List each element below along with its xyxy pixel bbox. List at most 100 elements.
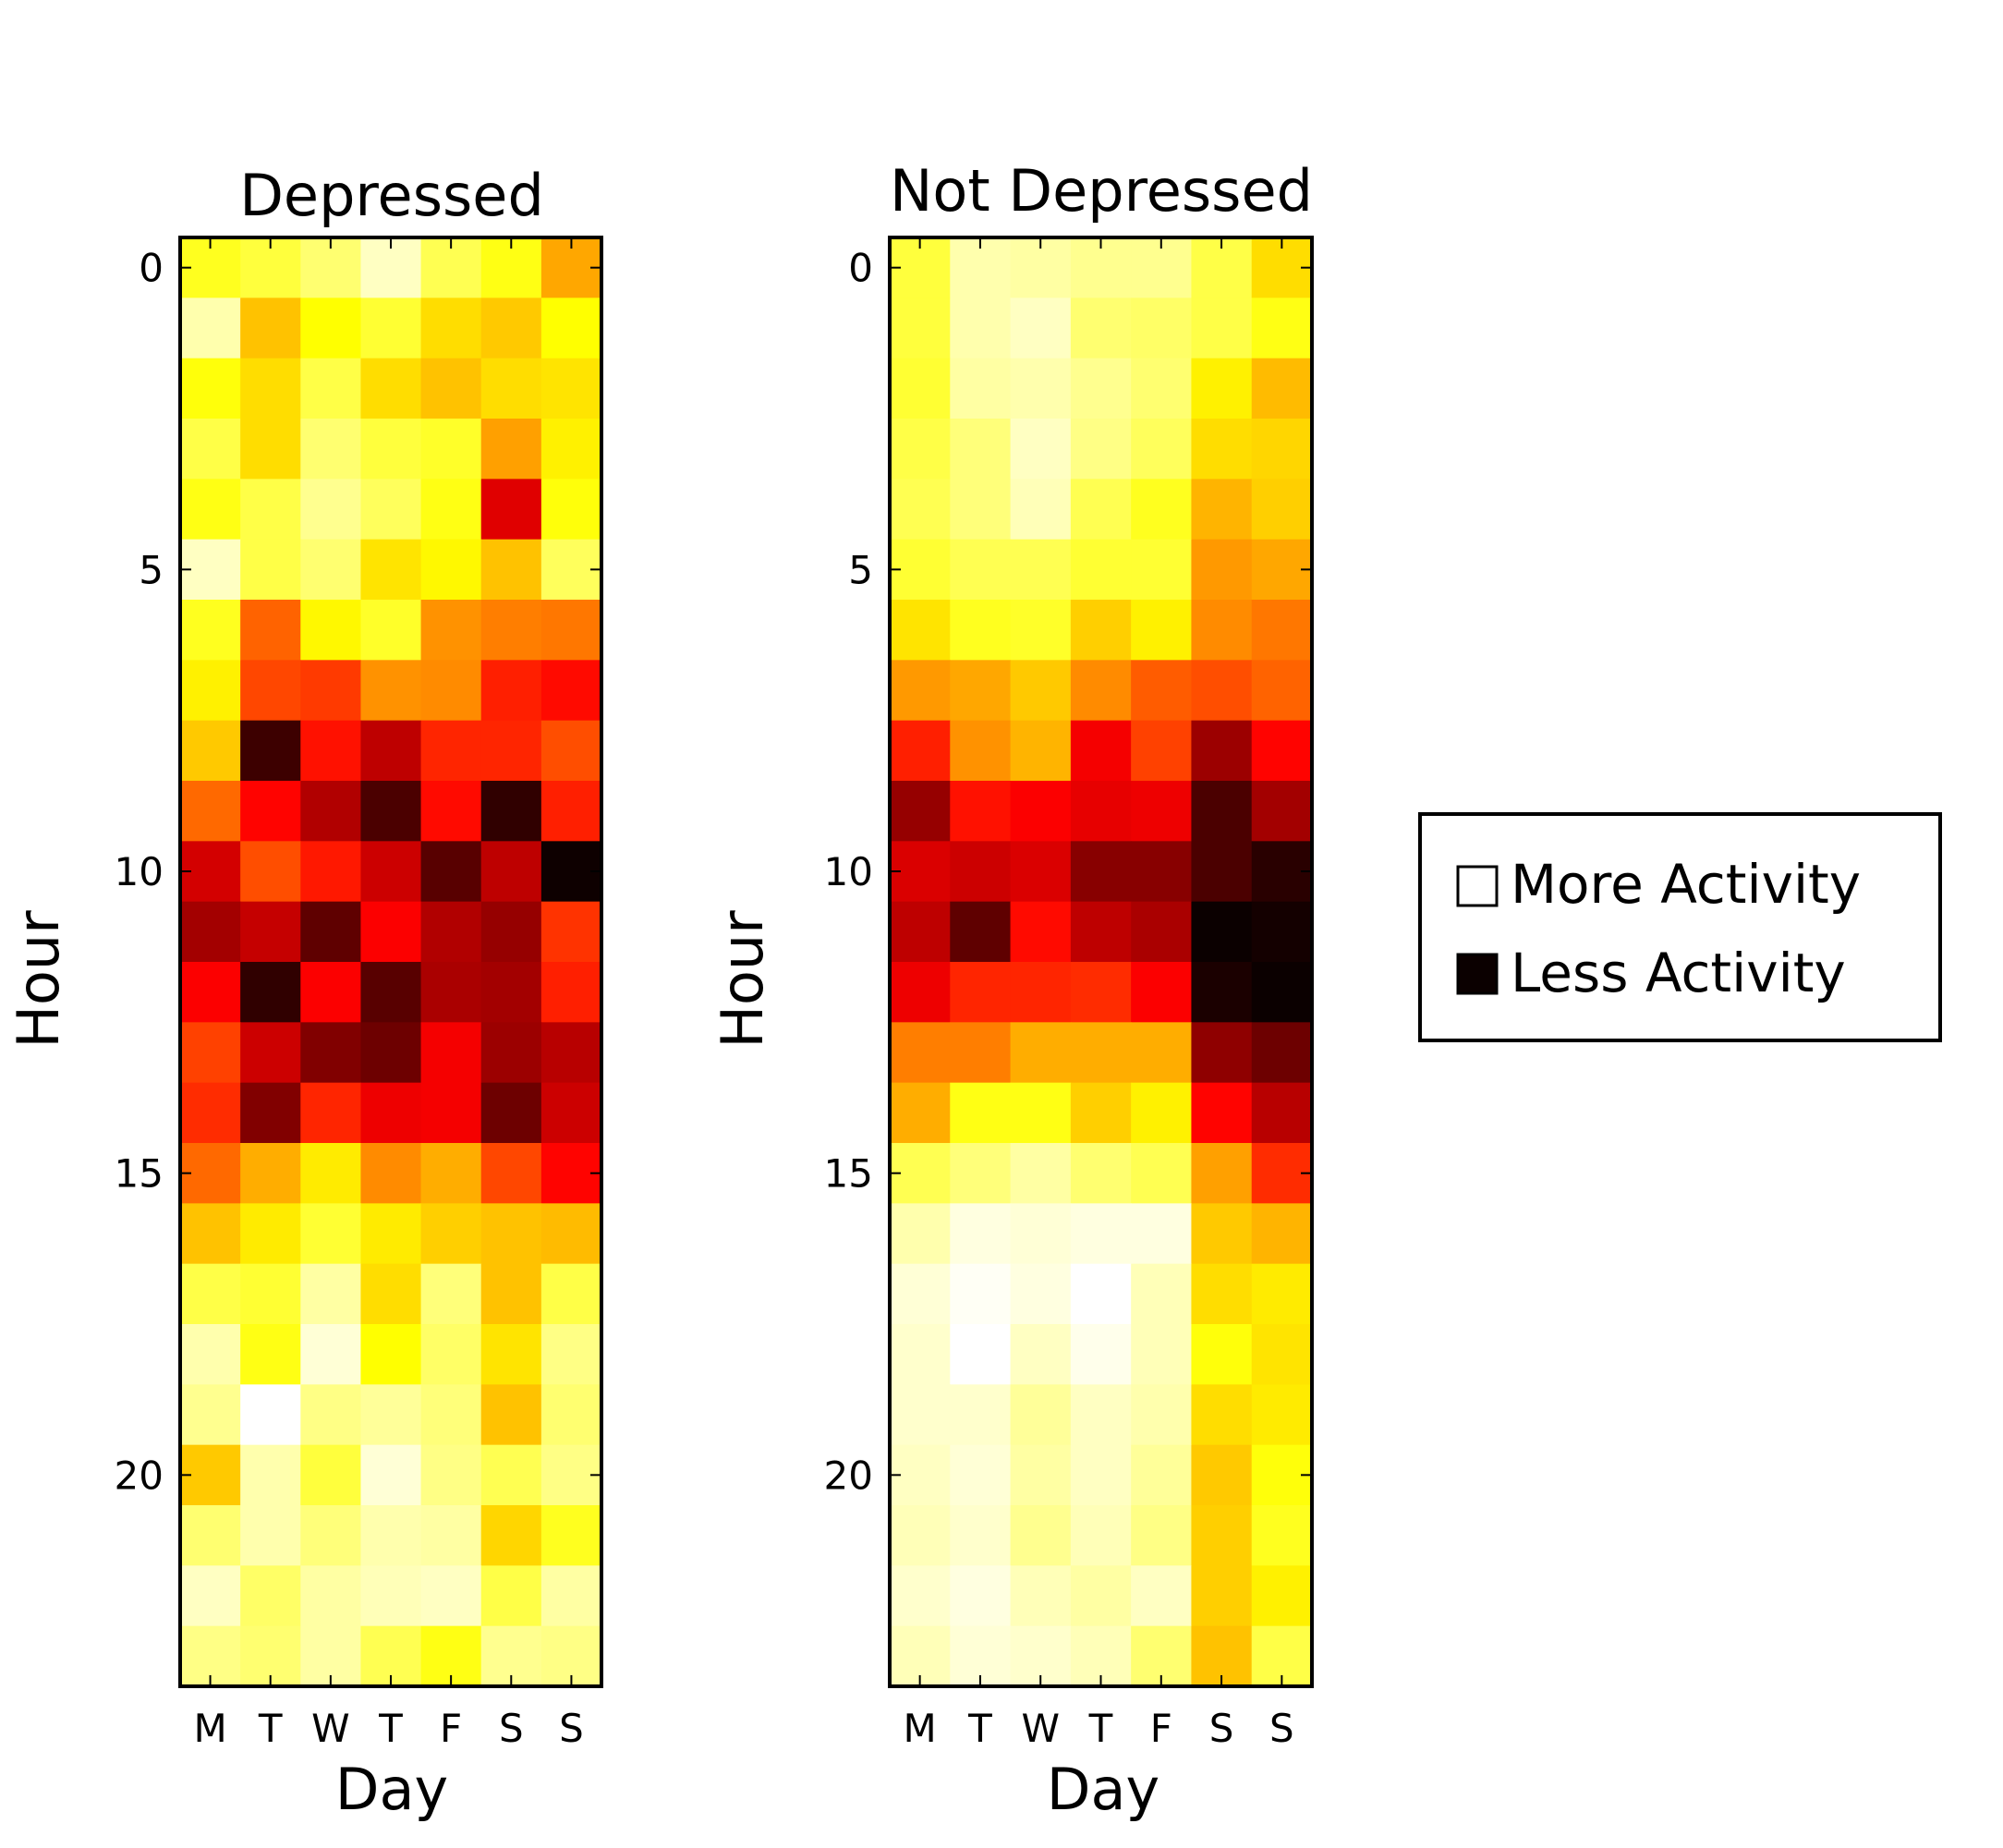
heatmap-cell [1070,1444,1132,1506]
heatmap-cell [300,1203,362,1265]
heatmap-cell [300,781,362,842]
heatmap-cell [480,419,542,480]
heatmap-cell [1191,1082,1253,1144]
heatmap-cell [420,901,482,963]
heatmap-cell [1131,841,1193,903]
y-tick-label: 5 [848,547,873,592]
heatmap-cell [240,479,301,541]
y-tick-label: 0 [139,246,164,291]
heatmap-cell [890,1505,951,1566]
heatmap-cell [950,358,1012,419]
heatmap-cell [360,600,422,661]
heatmap-cell [1191,1565,1253,1627]
heatmap-cell [240,1384,301,1446]
heatmap-cell [1131,358,1193,419]
x-tick-label: T [967,1706,992,1751]
heatmap-cell [420,600,482,661]
heatmap-cells [180,237,602,1687]
heatmap-cell [1131,1505,1193,1566]
axis-ticks [890,237,1312,1686]
heatmap-cell [950,901,1012,963]
heatmap-cell [1070,298,1132,359]
heatmap-cell [1251,901,1313,963]
heatmap-cell [1251,1565,1313,1627]
heatmap-cell [420,358,482,419]
heatmap-cell [360,781,422,842]
heatmap-cell [240,539,301,601]
heatmap-cell [1070,600,1132,661]
heatmap-cell [1251,479,1313,541]
heatmap-cell [420,1565,482,1627]
heatmap-cell [480,1082,542,1144]
legend-label-more-activity: More Activity [1511,853,1861,916]
heatmap-cell [240,660,301,722]
heatmap-cell [360,1505,422,1566]
heatmap-cell [300,419,362,480]
heatmap-cell [360,1444,422,1506]
heatmap-cell [1010,1022,1072,1084]
heatmap-cell [950,1203,1012,1265]
y-tick-labels: 0 5 10 15 20 [115,246,164,1499]
heatmap-cell [1070,781,1132,842]
heatmap-cell [480,1384,542,1446]
heatmap-cell [1191,600,1253,661]
heatmap-cell [480,720,542,782]
heatmap-cell [540,660,602,722]
heatmap-cell [540,781,602,842]
heatmap-cell [1191,1384,1253,1446]
heatmap-cell [1070,358,1132,419]
heatmap-cell [890,358,951,419]
heatmap-cell [1070,419,1132,480]
heatmap-cell [300,298,362,359]
y-tick-label: 10 [824,849,873,894]
legend: More Activity Less Activity [1418,812,1942,1042]
heatmap-cell [950,1384,1012,1446]
heatmap-cell [300,720,362,782]
heatmap-cell [480,600,542,661]
heatmap-cell [1070,1203,1132,1265]
heatmap-cell [300,1384,362,1446]
heatmap-cell [1251,419,1313,480]
heatmap-cell [1191,720,1253,782]
heatmap-cell [1131,781,1193,842]
heatmap-cell [480,1022,542,1084]
heatmap-cell [420,1263,482,1325]
heatmap-cell [240,358,301,419]
heatmap-cell [300,1444,362,1506]
heatmap-cell [480,962,542,1023]
heatmap-cell [360,1203,422,1265]
heatmap-cell [420,419,482,480]
heatmap-cell [1070,539,1132,601]
chart-title: Not Depressed [890,157,1313,225]
heatmap-cell [1070,901,1132,963]
heatmap-cell [950,600,1012,661]
heatmap-cell [1010,1082,1072,1144]
heatmap-cell [1070,1384,1132,1446]
heatmap-cell [240,1324,301,1385]
heatmap-cell [1131,962,1193,1023]
y-tick-label: 0 [848,246,873,291]
heatmap-cell [540,358,602,419]
heatmap-cell [240,298,301,359]
heatmap-cell [950,660,1012,722]
heatmap-cell [540,1203,602,1265]
heatmap-cell [1010,1324,1072,1385]
heatmap-cell [300,1022,362,1084]
heatmap-cell [540,479,602,541]
heatmap-cell [480,1203,542,1265]
heatmap-cell [540,419,602,480]
heatmap-cell [360,1263,422,1325]
heatmap-cell [420,1143,482,1204]
heatmap-cell [420,720,482,782]
heatmap-cell [480,1143,542,1204]
heatmap-cell [890,1203,951,1265]
heatmap-cell [420,841,482,903]
heatmap-cell [950,1444,1012,1506]
heatmap-cell [1191,1203,1253,1265]
y-tick-label: 15 [115,1151,164,1197]
x-tick-label: S [1269,1706,1294,1751]
heatmap-cell [950,479,1012,541]
heatmap-cell [890,1565,951,1627]
heatmap-cell [360,358,422,419]
